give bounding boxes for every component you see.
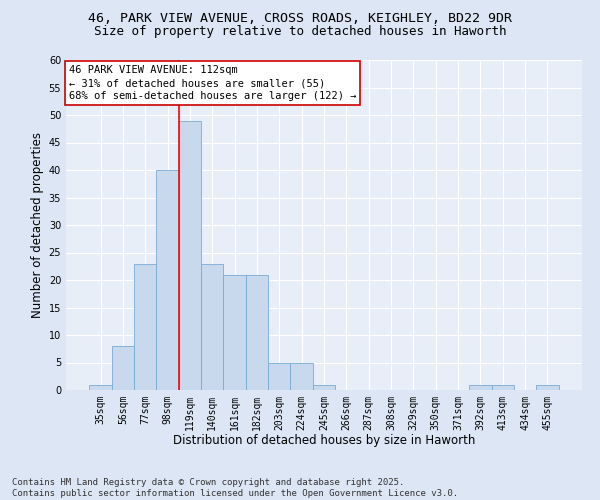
Bar	[201, 264, 223, 390]
Bar	[536, 384, 559, 390]
Text: 46 PARK VIEW AVENUE: 112sqm
← 31% of detached houses are smaller (55)
68% of sem: 46 PARK VIEW AVENUE: 112sqm ← 31% of det…	[68, 65, 356, 102]
Y-axis label: Number of detached properties: Number of detached properties	[31, 132, 44, 318]
Text: Contains HM Land Registry data © Crown copyright and database right 2025.
Contai: Contains HM Land Registry data © Crown c…	[12, 478, 458, 498]
Bar	[313, 384, 335, 390]
Bar	[290, 362, 313, 390]
Text: Size of property relative to detached houses in Haworth: Size of property relative to detached ho…	[94, 25, 506, 38]
Bar	[246, 274, 268, 390]
Text: 46, PARK VIEW AVENUE, CROSS ROADS, KEIGHLEY, BD22 9DR: 46, PARK VIEW AVENUE, CROSS ROADS, KEIGH…	[88, 12, 512, 26]
X-axis label: Distribution of detached houses by size in Haworth: Distribution of detached houses by size …	[173, 434, 475, 448]
Bar	[112, 346, 134, 390]
Bar	[134, 264, 157, 390]
Bar	[223, 274, 246, 390]
Bar	[469, 384, 491, 390]
Bar	[268, 362, 290, 390]
Bar	[179, 120, 201, 390]
Bar	[491, 384, 514, 390]
Bar	[89, 384, 112, 390]
Bar	[157, 170, 179, 390]
